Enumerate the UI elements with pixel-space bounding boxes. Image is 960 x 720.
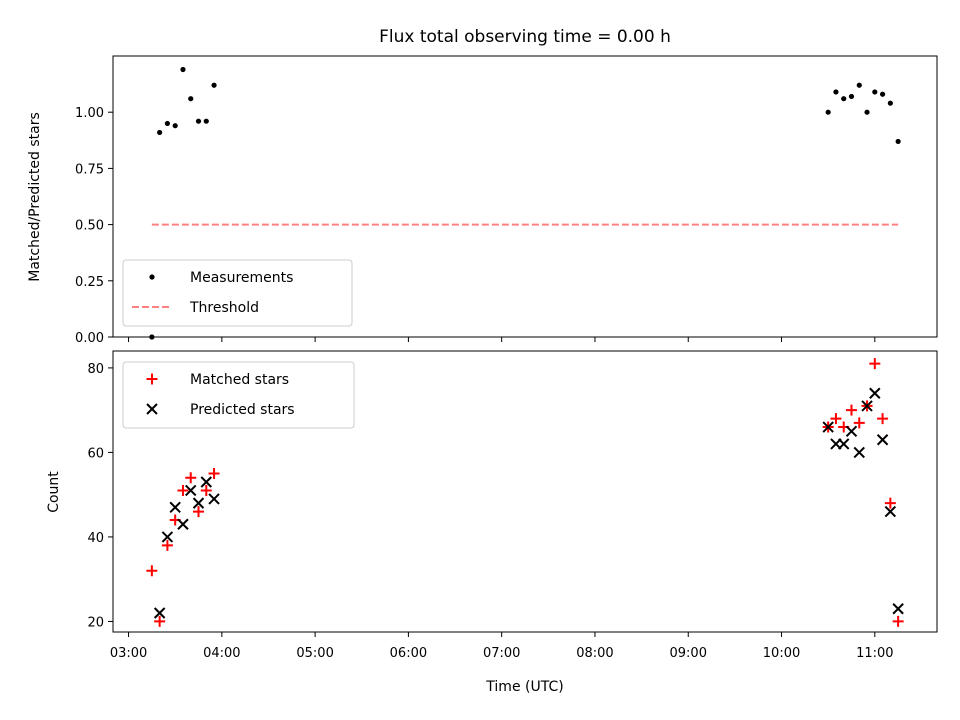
matched-star-point [853, 417, 865, 429]
top-y-axis-title: Matched/Predicted stars [27, 112, 43, 282]
measurement-point [188, 96, 194, 102]
predicted-star-point [200, 476, 212, 488]
x-axis-label: Time (UTC) [485, 679, 563, 695]
matched-star-point [830, 413, 842, 425]
y-tick-label: 0.75 [75, 162, 104, 177]
measurement-point [195, 118, 202, 124]
matched-star-point [154, 615, 166, 627]
legend-label: Measurements [190, 270, 293, 286]
top-y-axis-label: Matched/Predicted stars [27, 112, 43, 282]
matched-star-point [845, 404, 857, 416]
matched-star-point [877, 413, 889, 425]
measurement-point [895, 138, 901, 145]
legend-label: Threshold [189, 300, 259, 316]
measurement-point [887, 100, 893, 106]
predicted-star-point [185, 484, 197, 497]
matched-star-point [185, 472, 197, 484]
bottom-panel: 03:00 04:00 05:00 06:00 07:00 08:00 09:00 10:00… [87, 350, 938, 661]
x-tick-label: 06:00 [390, 646, 427, 661]
measurement-point [211, 82, 217, 88]
legend-box [122, 259, 353, 327]
measurement-point [856, 82, 862, 88]
top-series-0 [149, 66, 901, 340]
measurement-point [164, 120, 171, 127]
predicted-star-point [208, 493, 220, 505]
x-tick-label: 05:00 [296, 646, 333, 661]
bottom-series-1 [153, 387, 904, 619]
predicted-star-point [177, 518, 189, 530]
predicted-star-point [853, 446, 865, 459]
matched-star-point [193, 506, 205, 518]
matched-star-point [869, 358, 881, 370]
bottom-axes-frame [112, 350, 938, 633]
x-tick-label: 04:00 [203, 646, 240, 661]
y-tick-label: 0.50 [75, 219, 104, 234]
x-tick-label: 10:00 [763, 646, 800, 661]
top-panel: 0.00 0.25 0.50 0.75 1.00 Measurements Threshol… [75, 55, 938, 346]
bottom-y-axis-label: Count [46, 471, 62, 513]
matched-star-point [177, 484, 189, 496]
predicted-star-point [876, 434, 889, 446]
measurement-point [825, 109, 831, 115]
predicted-star-point [884, 505, 897, 518]
top-chart-title: Flux total observing time = 0.00 h [379, 27, 671, 47]
measurement-point [157, 129, 163, 136]
measurement-point [172, 123, 178, 129]
y-tick-label: 20 [87, 615, 104, 630]
legend-label: Matched stars [190, 372, 289, 388]
predicted-star-point [869, 387, 881, 399]
x-tick-label: 11:00 [856, 646, 893, 661]
measurement-point [833, 89, 839, 95]
measurement-point [841, 96, 847, 102]
x-tick-label: 08:00 [576, 646, 613, 661]
y-tick-label: 0.25 [75, 275, 104, 290]
top-legend: Measurements Threshold [122, 259, 353, 327]
predicted-star-point [153, 607, 166, 619]
matched-star-point [146, 565, 158, 577]
predicted-star-point [161, 531, 174, 543]
predicted-star-point [822, 421, 834, 433]
y-tick-label: 0.00 [75, 331, 104, 346]
legend-box [122, 361, 355, 429]
matched-star-point [208, 468, 220, 480]
matched-star-point [892, 615, 904, 627]
y-tick-label: 1.00 [75, 106, 104, 121]
measurement-point [203, 118, 209, 124]
x-tick-label: 09:00 [670, 646, 707, 661]
predicted-star-point [861, 400, 873, 412]
predicted-star-point [838, 438, 850, 450]
top-axes-frame [112, 55, 938, 338]
matched-star-point [161, 539, 173, 551]
measurement-point [848, 93, 855, 100]
matched-star-point [200, 484, 212, 496]
legend-label: Predicted stars [190, 402, 295, 418]
legend-marker-measurements [149, 274, 155, 280]
measurement-point [872, 89, 878, 95]
measurement-point [879, 91, 886, 97]
x-tick-label: 03:00 [110, 646, 147, 661]
y-tick-label: 40 [87, 531, 104, 546]
y-tick-label: 80 [87, 362, 104, 377]
bottom-legend: Matched stars Predicted stars [122, 361, 355, 429]
measurement-point [864, 109, 870, 115]
predicted-star-point [169, 501, 181, 514]
predicted-star-point [845, 425, 858, 437]
legend-marker-matched [146, 373, 158, 385]
y-tick-label: 60 [87, 446, 104, 461]
matched-star-point [884, 497, 896, 509]
predicted-star-point [192, 497, 205, 509]
x-tick-label: 07:00 [483, 646, 520, 661]
measurement-point [180, 66, 186, 73]
legend-marker-predicted [146, 403, 158, 415]
predicted-star-point [892, 603, 904, 615]
